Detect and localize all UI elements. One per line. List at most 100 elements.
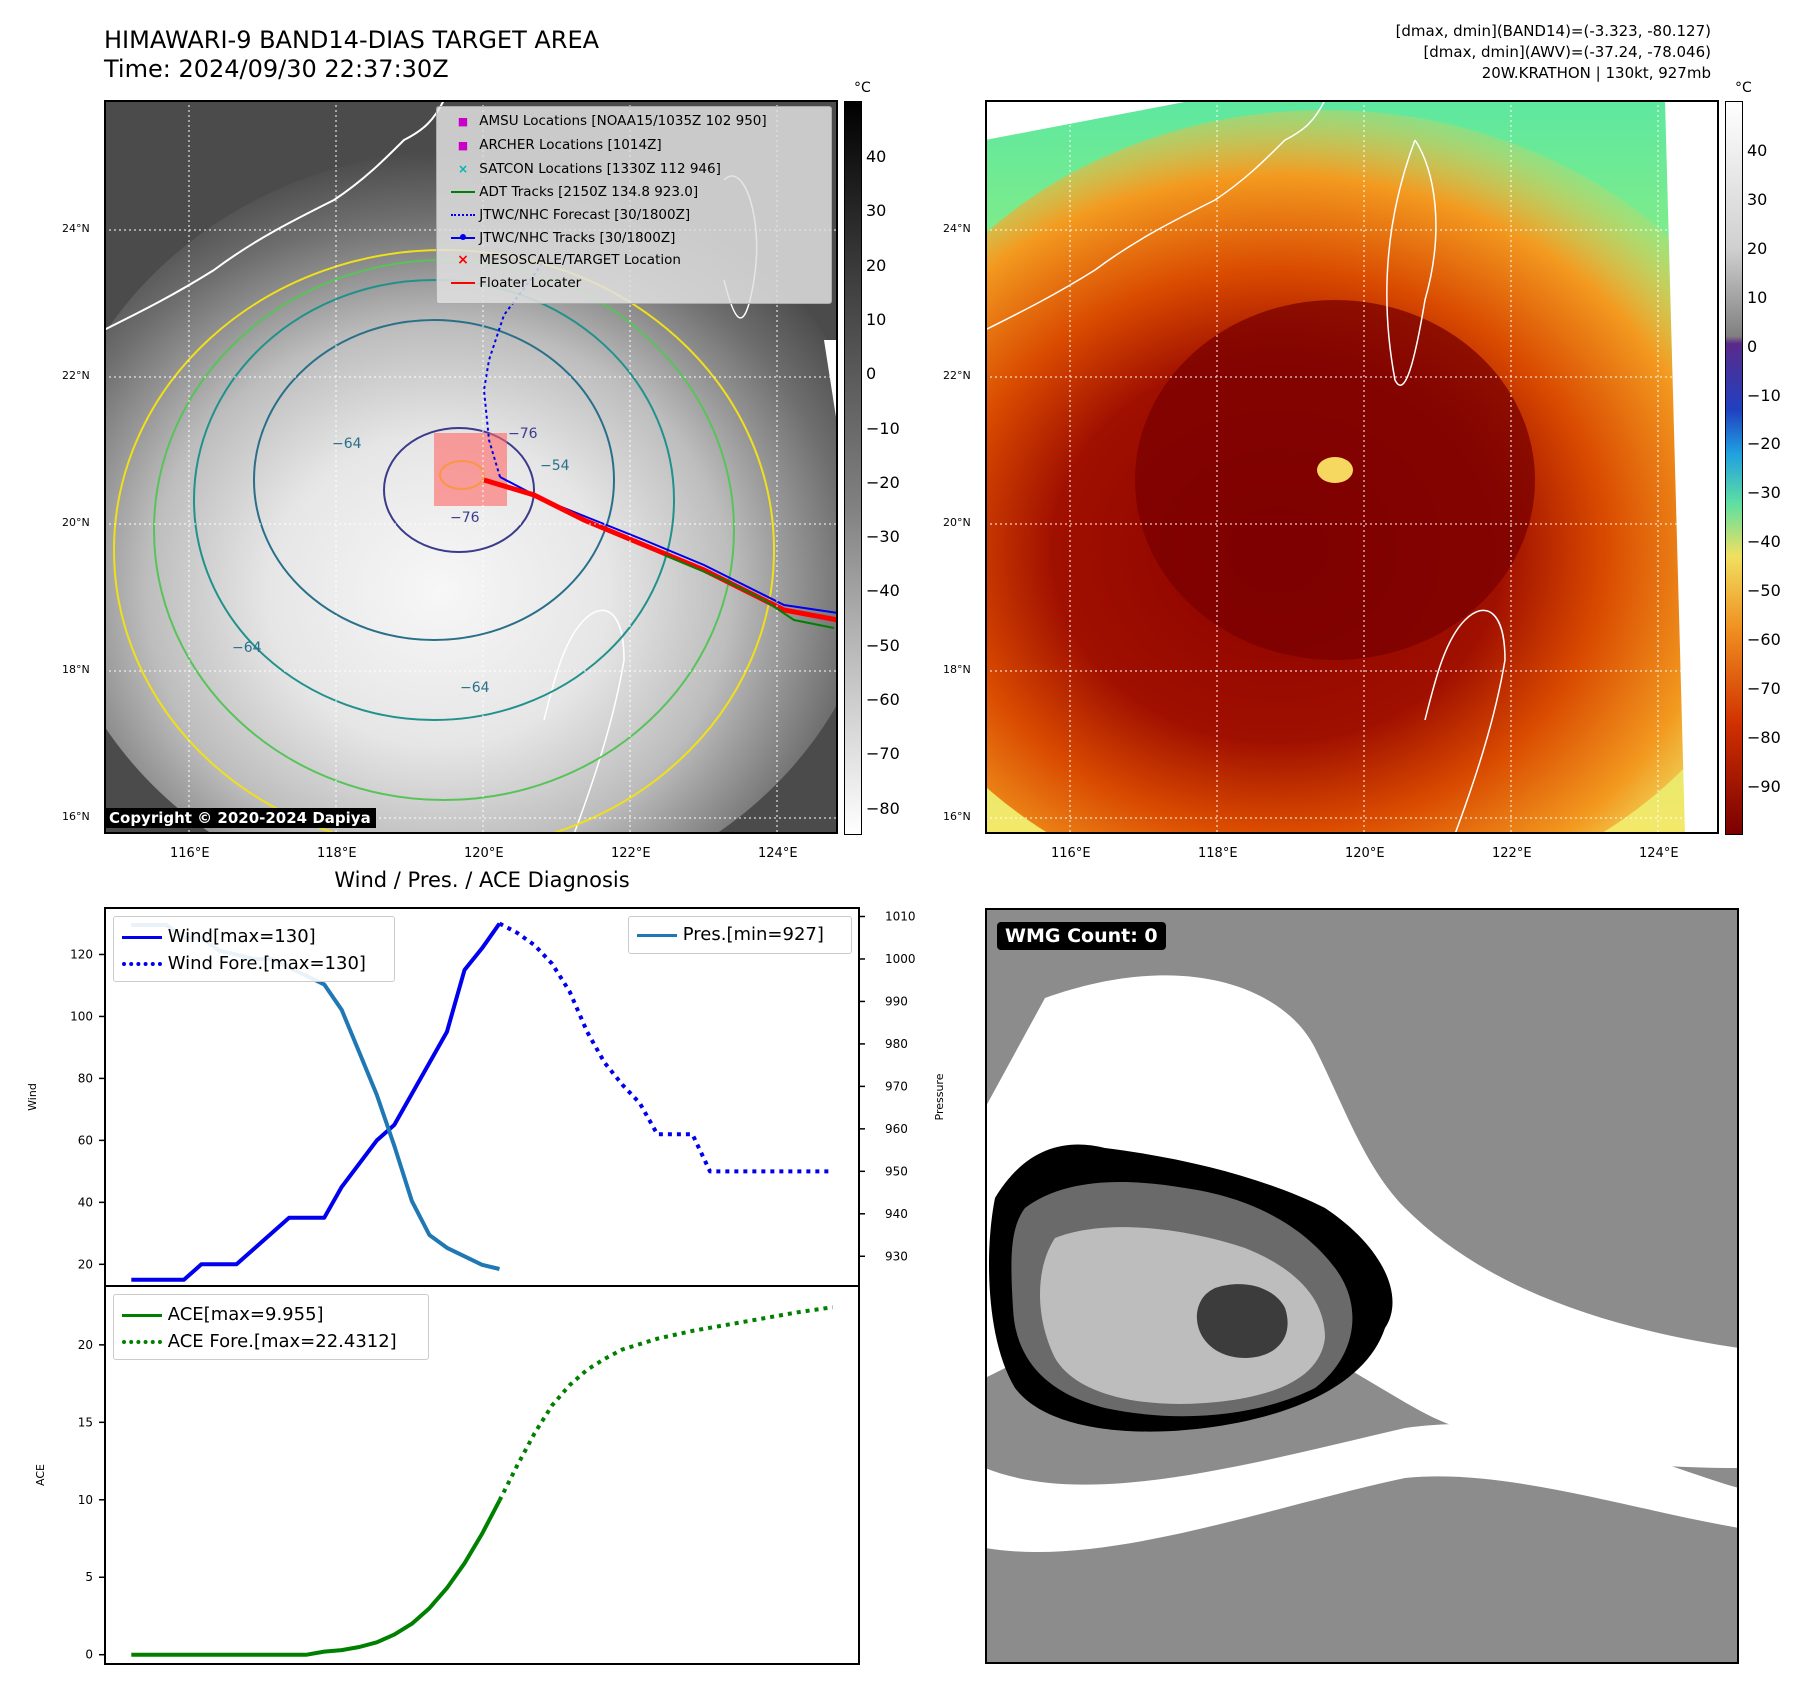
ir-gridlines <box>104 100 838 834</box>
contour-label: −64 <box>460 680 490 696</box>
wind-tick-label: 120 <box>70 947 93 961</box>
diagnosis-title: Wind / Pres. / ACE Diagnosis <box>334 868 630 892</box>
lon-label: 116°E <box>170 846 210 861</box>
ir-colorbar-tick: 30 <box>866 201 887 221</box>
wmg-white-ring <box>985 975 1739 1468</box>
awv-colorbar-tick: −80 <box>1747 727 1781 747</box>
contour-label: −76 <box>450 510 480 526</box>
ir-colorbar-tick: −50 <box>866 635 900 655</box>
ir-colorbar <box>844 101 862 835</box>
pressure-tick-label: 960 <box>885 1122 908 1136</box>
wind-tick-label: 100 <box>70 1009 93 1023</box>
lon-label: 116°E <box>1051 846 1091 861</box>
lon-label: 124°E <box>758 846 798 861</box>
info-line-1: [dmax, dmin](BAND14)=(-3.323, -80.127) <box>1395 22 1711 40</box>
x-marker-icon: × <box>457 161 469 176</box>
awv-eye <box>1317 457 1353 483</box>
ace-tick-label: 0 <box>85 1648 93 1662</box>
legend-item-wind-forecast: Wind Fore.[max=130] <box>122 950 366 977</box>
ace-tick-label: 5 <box>85 1570 93 1584</box>
awv-colorbar-tick: −90 <box>1747 776 1781 796</box>
ir-legend: ■ AMSU Locations [NOAA15/1035Z 102 950] … <box>436 106 832 304</box>
info-line-3: 20W.KRATHON | 130kt, 927mb <box>1481 64 1711 82</box>
legend-label: JTWC/NHC Forecast [30/1800Z] <box>479 206 691 223</box>
awv-colorbar-tick: 0 <box>1747 336 1758 356</box>
contour-label: −76 <box>508 426 538 442</box>
line-dot-icon <box>451 233 475 240</box>
legend-label: Wind Fore.[max=130] <box>167 953 366 974</box>
dotted-line-icon <box>451 213 475 216</box>
contour-label: −64 <box>232 640 262 656</box>
contour-label: −64 <box>332 436 362 452</box>
coastline-luzon <box>543 609 625 835</box>
line-marker-icon <box>122 1313 162 1317</box>
diagnosis-chart: 2040608010012093094095096097098099010001… <box>26 907 946 1665</box>
awv-colorbar-tick: −40 <box>1747 532 1781 552</box>
wmg-dark-center <box>1196 1284 1288 1358</box>
ace-axis-label: ACE <box>34 1464 47 1486</box>
lat-label: 20°N <box>62 516 90 529</box>
wind-forecast-line <box>498 921 833 1174</box>
coastline-taiwan <box>1386 139 1437 386</box>
ir-colorbar-tick: −70 <box>866 744 900 764</box>
awv-colorbar-tick: 20 <box>1747 238 1768 258</box>
wind-line <box>131 922 502 1282</box>
lat-label: 16°N <box>62 810 90 823</box>
pressure-tick-label: 940 <box>885 1207 908 1221</box>
ir-colorbar-tick: 10 <box>866 309 887 329</box>
awv-colorbar <box>1725 101 1743 835</box>
lat-label: 16°N <box>943 810 971 823</box>
coastline-china <box>984 99 1326 331</box>
wind-tick-label: 80 <box>78 1071 93 1085</box>
wind-tick-label: 60 <box>78 1133 93 1147</box>
wmg-image-svg <box>985 908 1739 1664</box>
legend-label: ARCHER Locations [1014Z] <box>479 136 662 153</box>
square-marker-icon: ■ <box>457 115 469 128</box>
lon-label: 124°E <box>1639 846 1679 861</box>
legend-label: JTWC/NHC Tracks [30/1800Z] <box>479 229 676 246</box>
legend-label: MESOSCALE/TARGET Location <box>479 252 681 269</box>
square-marker-icon: ■ <box>457 138 469 152</box>
wind-legend: Wind[max=130] Wind Fore.[max=130] <box>113 916 395 982</box>
ir-colorbar-tick: −10 <box>866 418 900 438</box>
ir-colorbar-tick: −60 <box>866 690 900 709</box>
contour-blue <box>253 319 615 641</box>
ir-colorbar-unit: °C <box>854 80 871 96</box>
lat-label: 24°N <box>943 222 971 235</box>
ace-line <box>131 1499 502 1657</box>
legend-item-mesoscale: × MESOSCALE/TARGET Location <box>451 249 767 272</box>
pressure-tick-label: 1010 <box>885 909 916 923</box>
pressure-tick-label: 1000 <box>885 952 916 966</box>
ace-legend: ACE[max=9.955] ACE Fore.[max=22.4312] <box>113 1294 429 1360</box>
legend-item-satcon: × SATCON Locations [1330Z 112 946] <box>451 158 767 181</box>
ace-tick-label: 20 <box>78 1338 93 1352</box>
legend-label: SATCON Locations [1330Z 112 946] <box>479 160 721 177</box>
legend-item-jtwc-tracks: JTWC/NHC Tracks [30/1800Z] <box>451 227 767 250</box>
line-marker-icon <box>451 190 475 193</box>
lat-label: 20°N <box>943 516 971 529</box>
ace-tick-label: 10 <box>78 1493 93 1507</box>
legend-item-floater: Floater Locater <box>451 272 767 295</box>
wind-tick-label: 40 <box>78 1195 93 1209</box>
floater-track <box>483 477 839 623</box>
wmg-panel: WMG Count: 0 <box>985 908 1739 1664</box>
legend-entries: ■ AMSU Locations [NOAA15/1035Z 102 950] … <box>451 110 767 295</box>
wmg-count-badge: WMG Count: 0 <box>997 922 1166 950</box>
lon-label: 120°E <box>464 846 504 861</box>
pressure-axis-label: Pressure <box>933 1073 946 1120</box>
legend-item-ace: ACE[max=9.955] <box>122 1301 397 1328</box>
dotted-line-icon <box>122 962 162 966</box>
awv-colorbar-tick: −20 <box>1747 434 1781 454</box>
lon-label: 118°E <box>1198 846 1238 861</box>
lat-label: 18°N <box>62 663 90 676</box>
awv-colorbar-tick: −10 <box>1747 385 1781 405</box>
awv-colorbar-tick: −70 <box>1747 678 1781 698</box>
ir-colorbar-tick: −30 <box>866 527 900 547</box>
ace-forecast-line <box>497 1305 833 1502</box>
legend-item-amsu: ■ AMSU Locations [NOAA15/1035Z 102 950] <box>451 110 767 134</box>
legend-label: Floater Locater <box>479 275 582 292</box>
ir-colorbar-tick: 0 <box>866 364 877 384</box>
contour-label: −54 <box>540 458 570 474</box>
awv-colorbar-tick: 40 <box>1747 141 1768 160</box>
coastline-luzon <box>1424 609 1506 835</box>
